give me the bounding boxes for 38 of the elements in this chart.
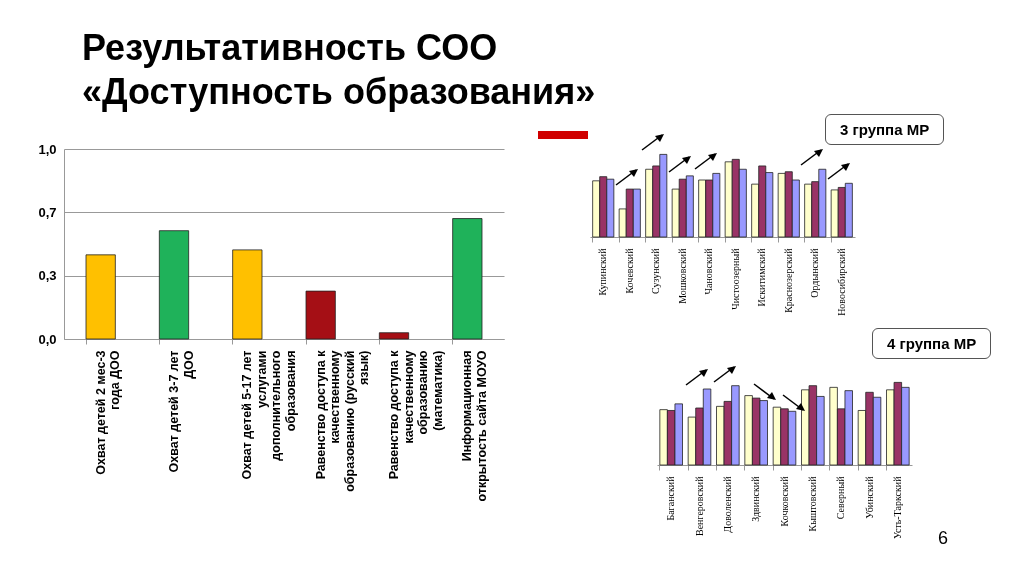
x-tick-label: Искитимский (756, 247, 768, 307)
x-tick-label: Здвинский (750, 475, 762, 522)
y-tick-label: 0,3 (38, 268, 57, 284)
x-tick-label: Купинский (597, 247, 609, 296)
x-tick-label: Чановский (703, 247, 715, 295)
x-tick-label: Равенство доступа к качественному образованию (математика) (387, 349, 445, 480)
x-tick-label: Краснозерский (782, 247, 794, 313)
x-tick-label: Ордынский (809, 247, 821, 298)
x-tick-label: Кочевский (623, 247, 635, 294)
x-tick-label: Новосибирский (835, 247, 847, 316)
bar (85, 254, 116, 340)
x-tick-label: Убинский (863, 475, 875, 519)
bar (232, 249, 263, 340)
x-tick-label: Охват детей 5-17 лет услугами дополнительного образования (240, 350, 298, 480)
chart-title: 4 группа МР (872, 328, 992, 359)
bar (452, 218, 483, 340)
x-tick-label: Чистоозерный (729, 247, 741, 310)
y-tick-label: 1,0 (38, 141, 57, 157)
x-tick-label: Равенство доступа к качественному образованию (русский язык) (313, 349, 372, 492)
text: 6 (937, 528, 948, 549)
x-tick-label: Сузунский (650, 247, 662, 295)
x-tick-label: Баганский (665, 475, 677, 521)
bar (305, 290, 336, 340)
x-tick-label: Северный (835, 475, 847, 520)
x-tick-label: Венгеровский (693, 475, 705, 537)
chart-title: 3 группа МР (825, 114, 945, 145)
x-tick-label: Усть-Таркский (891, 475, 903, 539)
x-tick-label: Кочковский (778, 475, 790, 527)
x-tick-label: Мошковский (676, 247, 688, 304)
x-tick-label: Охват детей 2 мес-3 года ДОО (93, 350, 123, 475)
bar (378, 332, 410, 340)
bar (158, 230, 190, 340)
y-tick-label: 0,7 (38, 204, 57, 220)
x-tick-label: Охват детей 3-7 лет ДОО (167, 350, 196, 473)
x-tick-label: Кыштовский (806, 475, 818, 532)
y-tick-label: 0,0 (38, 331, 57, 347)
x-tick-label: Доволенский (721, 475, 733, 533)
chart-title: Результативность СОО «Доступность образования» (82, 26, 597, 114)
